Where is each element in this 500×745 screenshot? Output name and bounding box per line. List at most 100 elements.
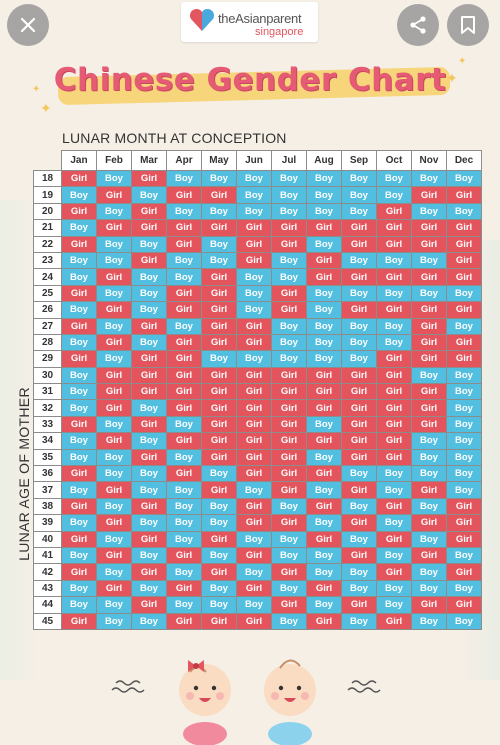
boy-cell: Boy xyxy=(166,497,202,516)
boy-cell: Boy xyxy=(201,235,237,253)
boy-cell: Boy xyxy=(166,596,202,614)
girl-cell: Girl xyxy=(376,301,412,319)
boy-cell: Boy xyxy=(306,596,342,614)
boy-cell: Boy xyxy=(166,169,202,188)
boy-cell: Boy xyxy=(131,432,167,450)
girl-cell: Girl xyxy=(201,432,237,450)
girl-cell: Girl xyxy=(96,219,132,237)
gender-chart-table: Jan Feb Mar Apr May Jun Jul Aug Sep Oct Nov Dec 18 G… xyxy=(33,150,482,630)
girl-cell: Girl xyxy=(446,268,482,286)
boy-cell: Boy xyxy=(341,202,377,221)
girl-cell: Girl xyxy=(166,579,202,598)
boy-cell: Boy xyxy=(96,350,132,368)
boy-cell: Boy xyxy=(201,514,237,532)
boy-cell: Boy xyxy=(201,350,237,368)
girl-cell: Girl xyxy=(341,596,377,614)
girl-cell: Girl xyxy=(306,612,342,630)
boy-cell: Boy xyxy=(376,465,412,483)
girl-cell: Girl xyxy=(376,235,412,253)
girl-cell: Girl xyxy=(201,333,237,352)
girl-cell: Girl xyxy=(131,563,167,581)
girl-cell: Girl xyxy=(446,251,482,270)
boy-cell: Boy xyxy=(446,317,482,335)
table-row: 34 Boy Girl Boy Girl Girl Girl Girl Girl Girl Girl… xyxy=(33,432,482,450)
boy-cell: Boy xyxy=(236,301,272,319)
boy-cell: Boy xyxy=(96,530,132,548)
girl-cell: Girl xyxy=(271,514,307,532)
brand-logo: theAsianparent singapore xyxy=(181,2,318,42)
boy-cell: Boy xyxy=(166,268,202,286)
boy-cell: Boy xyxy=(236,284,272,303)
girl-cell: Girl xyxy=(271,383,307,401)
girl-cell: Girl xyxy=(341,268,377,286)
sparkle-icon: ✦ xyxy=(446,70,458,86)
month-header-nov: Nov xyxy=(411,150,447,171)
age-label: 26 xyxy=(33,301,62,319)
boy-cell: Boy xyxy=(341,333,377,352)
girl-cell: Girl xyxy=(131,219,167,237)
table-row: 39 Boy Girl Boy Boy Boy Girl Girl Boy Girl Boy Girl… xyxy=(33,514,482,532)
girl-cell: Girl xyxy=(236,235,272,253)
brand-region: singapore xyxy=(255,26,304,38)
boy-cell: Boy xyxy=(236,530,272,548)
boy-cell: Boy xyxy=(61,383,97,401)
boy-cell: Boy xyxy=(96,497,132,516)
girl-cell: Girl xyxy=(341,481,377,499)
age-label: 18 xyxy=(33,169,62,188)
age-label: 24 xyxy=(33,268,62,286)
girl-cell: Girl xyxy=(236,465,272,483)
girl-cell: Girl xyxy=(376,268,412,286)
table-row: 45 Girl Boy Boy Girl Girl Girl Boy Girl Boy Girl Bo… xyxy=(33,612,482,630)
boy-cell: Boy xyxy=(166,448,202,467)
table-row: 19 Boy Girl Boy Girl Girl Boy Boy Boy Boy Boy Girl G… xyxy=(33,186,482,204)
girl-cell: Girl xyxy=(96,481,132,499)
month-header-jan: Jan xyxy=(61,150,97,171)
boy-cell: Boy xyxy=(166,481,202,499)
girl-cell: Girl xyxy=(201,186,237,204)
boy-cell: Boy xyxy=(131,235,167,253)
boy-cell: Boy xyxy=(411,366,447,385)
boy-cell: Boy xyxy=(236,563,272,581)
boy-cell: Boy xyxy=(306,514,342,532)
month-header-aug: Aug xyxy=(306,150,342,171)
boy-cell: Boy xyxy=(341,497,377,516)
boy-cell: Boy xyxy=(166,251,202,270)
table-row: 33 Girl Boy Girl Boy Girl Girl Girl Boy Girl Girl G… xyxy=(33,415,482,434)
girl-cell: Girl xyxy=(131,317,167,335)
boy-cell: Boy xyxy=(201,596,237,614)
age-label: 35 xyxy=(33,448,62,467)
girl-cell: Girl xyxy=(131,415,167,434)
girl-cell: Girl xyxy=(341,514,377,532)
girl-cell: Girl xyxy=(201,284,237,303)
boy-cell: Boy xyxy=(271,530,307,548)
girl-cell: Girl xyxy=(411,317,447,335)
boy-cell: Boy xyxy=(61,448,97,467)
boy-cell: Boy xyxy=(306,546,342,565)
age-label: 27 xyxy=(33,317,62,335)
boy-cell: Boy xyxy=(61,481,97,499)
month-header-oct: Oct xyxy=(376,150,412,171)
age-label: 34 xyxy=(33,432,62,450)
girl-cell: Girl xyxy=(376,448,412,467)
girl-cell: Girl xyxy=(61,612,97,630)
boy-cell: Boy xyxy=(131,546,167,565)
table-row: 43 Boy Girl Boy Girl Boy Girl Boy Girl Boy Boy Boy B… xyxy=(33,579,482,598)
boy-cell: Boy xyxy=(96,202,132,221)
girl-cell: Girl xyxy=(341,415,377,434)
girl-cell: Girl xyxy=(411,481,447,499)
table-row: 18 Girl Boy Girl Boy Boy Boy Boy Boy Boy Boy Boy Boy xyxy=(33,169,482,188)
boy-cell: Boy xyxy=(131,579,167,598)
age-label: 31 xyxy=(33,383,62,401)
boy-cell: Boy xyxy=(131,465,167,483)
boy-cell: Boy xyxy=(446,465,482,483)
girl-cell: Girl xyxy=(376,530,412,548)
save-button[interactable] xyxy=(447,4,489,46)
boy-cell: Boy xyxy=(341,284,377,303)
share-button[interactable] xyxy=(397,4,439,46)
table-row: 20 Girl Boy Girl Boy Boy Boy Boy Boy Boy Girl Boy Bo… xyxy=(33,202,482,221)
close-button[interactable] xyxy=(7,4,49,46)
boy-cell: Boy xyxy=(306,415,342,434)
age-label: 32 xyxy=(33,399,62,417)
x-axis-label: LUNAR MONTH AT CONCEPTION xyxy=(62,130,287,146)
girl-cell: Girl xyxy=(166,399,202,417)
